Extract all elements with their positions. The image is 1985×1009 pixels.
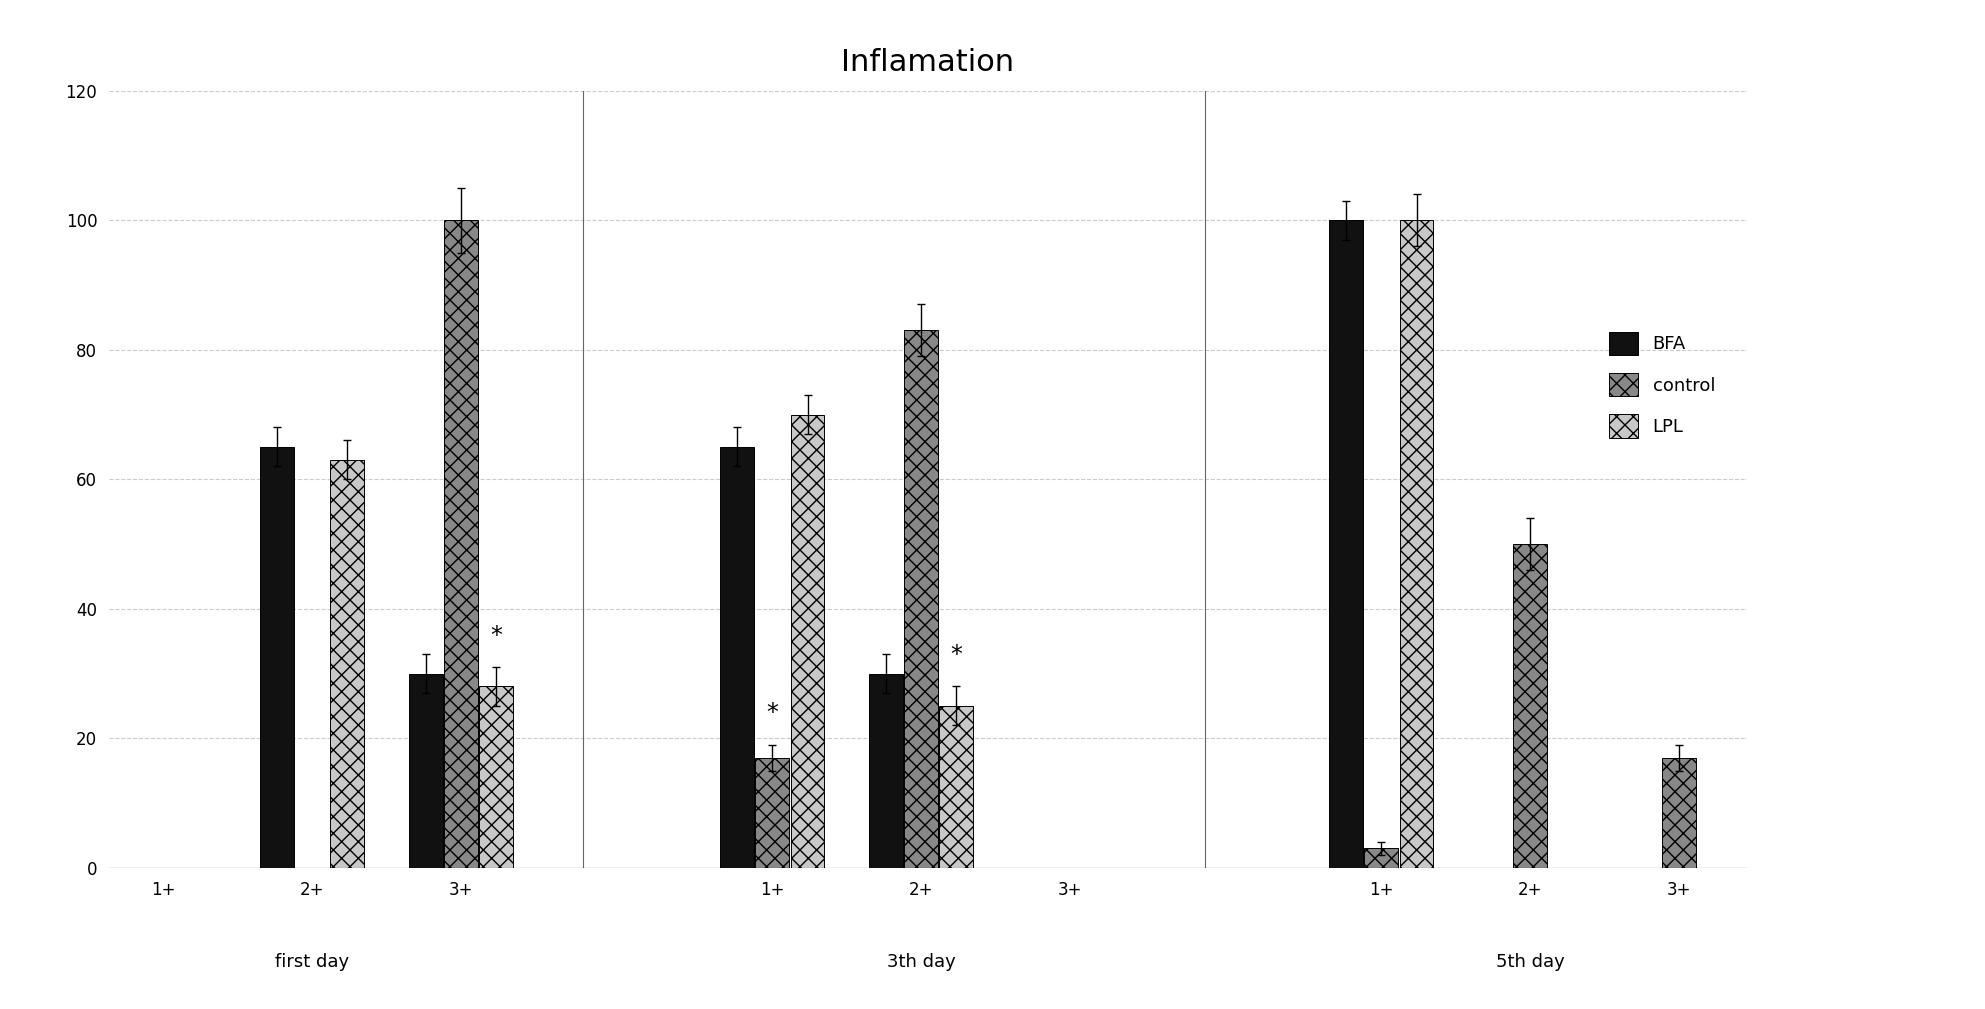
Bar (260, 447, 294, 868)
Bar (905, 330, 939, 868)
Bar (1330, 220, 1364, 868)
Bar (445, 220, 478, 868)
Legend: BFA, control, LPL: BFA, control, LPL (1594, 318, 1729, 452)
Text: *: * (951, 643, 963, 667)
Text: first day: first day (276, 954, 349, 972)
Bar (721, 447, 754, 868)
Text: *: * (490, 624, 502, 648)
Text: 5th day: 5th day (1497, 954, 1564, 972)
Bar (869, 674, 903, 868)
Bar (790, 415, 824, 868)
Bar (756, 758, 790, 868)
Bar (330, 460, 365, 868)
Text: *: * (766, 701, 778, 725)
Bar (1661, 758, 1695, 868)
Bar (1513, 544, 1546, 868)
Bar (1364, 849, 1397, 868)
Bar (478, 686, 514, 868)
Text: 3th day: 3th day (887, 954, 955, 972)
Bar (1399, 220, 1433, 868)
Title: Inflamation: Inflamation (842, 48, 1014, 78)
Bar (409, 674, 443, 868)
Bar (939, 706, 973, 868)
